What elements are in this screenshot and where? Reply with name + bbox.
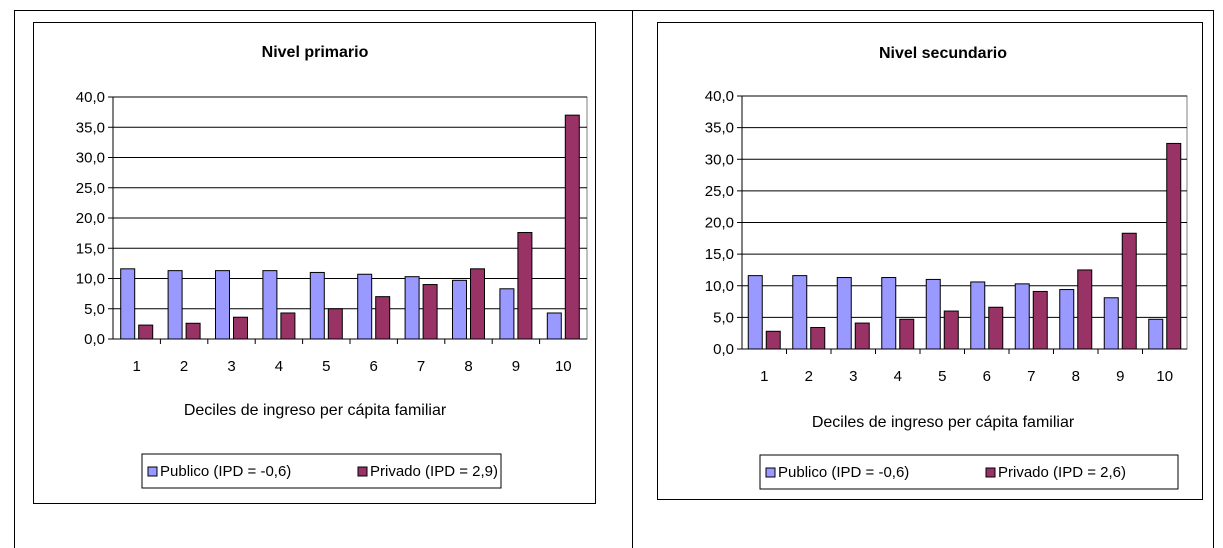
- legend-swatch-publico: [765, 467, 776, 478]
- bar-privado: [1077, 269, 1093, 350]
- bar-publico: [309, 271, 325, 340]
- bar-privado: [280, 312, 296, 340]
- legend-label-publico: Publico (IPD = -0,6): [160, 463, 291, 480]
- y-tick-label: 40,0: [76, 89, 105, 106]
- x-tick-label: 10: [555, 358, 572, 375]
- x-tick-label: 9: [512, 358, 520, 375]
- bar-privado: [327, 308, 343, 340]
- x-tick-label: 10: [1156, 368, 1173, 385]
- bar-publico: [1014, 283, 1030, 350]
- bar-privado: [138, 324, 154, 340]
- bar-privado: [233, 316, 248, 340]
- y-tick-label: 15,0: [76, 240, 105, 257]
- bar-publico: [404, 276, 420, 340]
- x-tick-label: 5: [938, 368, 946, 385]
- x-tick-label: 4: [894, 368, 902, 385]
- x-tick-label: 6: [983, 368, 991, 385]
- bar-privado: [1166, 142, 1182, 350]
- y-tick-label: 5,0: [84, 301, 105, 318]
- x-tick-label: 5: [322, 358, 330, 375]
- y-tick-label: 25,0: [76, 180, 105, 197]
- x-axis-title: Deciles de ingreso per cápita familiar: [812, 414, 1075, 431]
- x-tick-label: 7: [417, 358, 425, 375]
- legend-label-privado: Privado (IPD = 2,6): [998, 464, 1126, 481]
- y-tick-label: 30,0: [705, 151, 734, 168]
- bar-publico: [262, 270, 278, 340]
- bar-publico: [970, 281, 986, 350]
- legend-swatch-privado: [357, 466, 368, 477]
- bar-publico: [1059, 289, 1075, 350]
- bar-publico: [1103, 297, 1119, 350]
- bar-privado: [943, 310, 959, 350]
- x-tick-label: 8: [464, 358, 472, 375]
- y-tick-label: 0,0: [713, 341, 734, 358]
- x-tick-label: 1: [133, 358, 141, 375]
- legend-label-publico: Publico (IPD = -0,6): [778, 464, 909, 481]
- bar-privado: [988, 306, 1004, 350]
- bar-publico: [357, 273, 373, 340]
- y-tick-label: 25,0: [705, 183, 734, 200]
- bar-publico: [499, 288, 515, 340]
- y-tick-label: 0,0: [84, 331, 105, 348]
- bar-privado: [564, 114, 580, 340]
- bar-publico: [167, 270, 183, 340]
- y-tick-label: 35,0: [705, 120, 734, 137]
- bar-privado: [470, 268, 485, 340]
- bar-publico: [1148, 318, 1164, 350]
- x-axis-title: Deciles de ingreso per cápita familiar: [184, 402, 447, 419]
- y-tick-label: 40,0: [705, 88, 734, 105]
- bar-privado: [854, 322, 870, 350]
- chart-nivel-primario: 0,0 5,0 10,0 15,0 20,0 25,0 30,0 35,0 40,0 1 2 3 4 5 6…: [33, 22, 596, 504]
- x-tick-label: 2: [805, 368, 813, 385]
- y-tick-label: 5,0: [713, 309, 734, 326]
- legend-swatch-publico: [147, 466, 158, 477]
- y-tick-label: 15,0: [705, 246, 734, 263]
- bar-privado: [765, 330, 781, 350]
- bar-privado: [517, 232, 533, 340]
- chart-svg-secundario: 0,0 5,0 10,0 15,0 20,0 25,0 30,0 35,0 40,0 1 2 3 4 5 6…: [705, 45, 1188, 490]
- x-tick-label: 4: [275, 358, 283, 375]
- bar-privado: [422, 284, 438, 340]
- bar-publico: [546, 312, 562, 340]
- bar-publico: [215, 270, 230, 340]
- x-tick-label: 1: [760, 368, 768, 385]
- bar-privado: [375, 296, 391, 340]
- chart-nivel-secundario: 0,0 5,0 10,0 15,0 20,0 25,0 30,0 35,0 40,0 1 2 3 4 5 6…: [657, 22, 1203, 500]
- x-tick-label: 3: [227, 358, 235, 375]
- chart-title: Nivel primario: [262, 44, 369, 61]
- bar-publico: [452, 279, 467, 340]
- x-tick-label: 2: [180, 358, 188, 375]
- x-tick-label: 9: [1116, 368, 1124, 385]
- bar-publico: [836, 277, 852, 350]
- legend-swatch-privado: [985, 467, 996, 478]
- legend-box: [141, 453, 502, 489]
- y-tick-label: 20,0: [76, 210, 105, 227]
- bar-privado: [899, 318, 915, 350]
- bar-publico: [881, 277, 897, 350]
- bar-publico: [792, 275, 808, 350]
- bar-publico: [747, 275, 763, 350]
- bar-privado: [1032, 290, 1048, 350]
- table-column-divider: [632, 10, 633, 548]
- y-tick-label: 35,0: [76, 119, 105, 136]
- bar-publico: [120, 268, 136, 340]
- chart-svg-primario: 0,0 5,0 10,0 15,0 20,0 25,0 30,0 35,0 40,0 1 2 3 4 5 6…: [76, 44, 588, 489]
- x-tick-label: 8: [1072, 368, 1080, 385]
- x-tick-label: 7: [1027, 368, 1035, 385]
- bar-privado: [185, 322, 201, 340]
- y-tick-label: 20,0: [705, 215, 734, 232]
- bar-publico: [925, 278, 941, 350]
- x-tick-label: 3: [849, 368, 857, 385]
- bar-privado: [1121, 232, 1137, 350]
- bar-privado: [810, 326, 826, 350]
- legend-box: [759, 454, 1179, 490]
- chart-title: Nivel secundario: [879, 45, 1007, 62]
- y-tick-label: 10,0: [705, 278, 734, 295]
- outer-table-frame: [14, 10, 1214, 548]
- y-tick-label: 10,0: [76, 271, 105, 288]
- y-tick-label: 30,0: [76, 150, 105, 167]
- x-tick-label: 6: [370, 358, 378, 375]
- legend-label-privado: Privado (IPD = 2,9): [370, 463, 498, 480]
